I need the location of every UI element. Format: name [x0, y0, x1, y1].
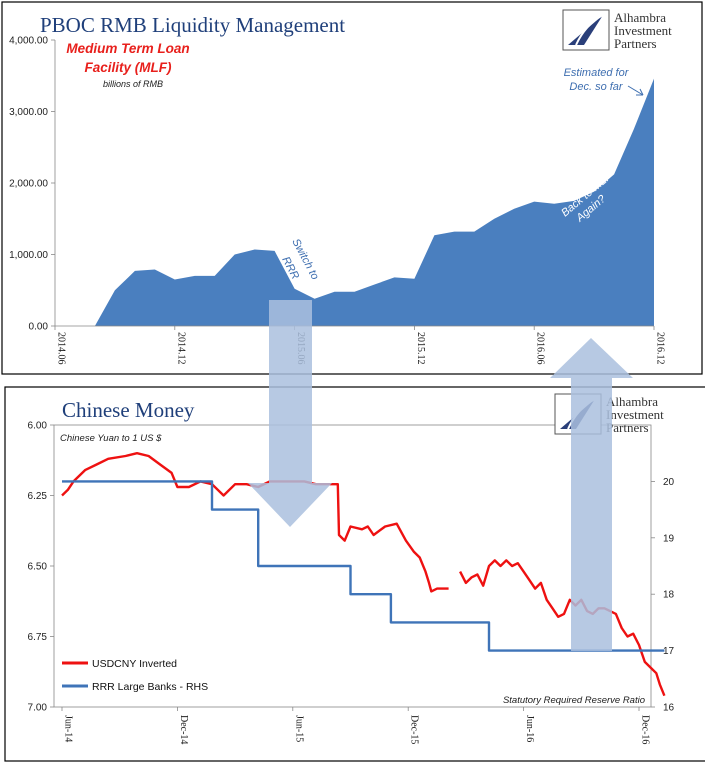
top-y-tick-label: 0.00 — [29, 322, 49, 333]
top-chart-title: PBOC RMB Liquidity Management — [40, 13, 345, 37]
top-x-tick-label: 2014.06 — [56, 332, 67, 365]
left-y-tick-label: 6.50 — [28, 562, 48, 573]
left-y-tick-label: 6.25 — [28, 491, 48, 502]
legend: USDCNY Inverted RRR Large Banks - RHS — [62, 658, 208, 693]
top-y-tick-label: 4,000.00 — [9, 36, 48, 47]
arrow-down-icon — [248, 300, 332, 527]
bottom-x-tick-label: Jun-16 — [524, 715, 535, 742]
top-subtitle-line1: Medium Term Loan — [66, 41, 189, 56]
annotation-est-a: Estimated for — [564, 67, 630, 79]
right-y-tick-label: 19 — [663, 533, 675, 544]
logo-b-line3: Partners — [606, 420, 649, 435]
annotation-est-b: Dec. so far — [569, 81, 624, 93]
legend-label-usdcny: USDCNY Inverted — [92, 658, 177, 670]
logo-line2: Investment — [614, 23, 672, 38]
top-x-tick-label: 2015.12 — [415, 332, 426, 365]
top-x-tick-label: 2016.12 — [655, 332, 666, 365]
right-y-tick-label: 18 — [663, 590, 675, 601]
legend-label-rrr: RRR Large Banks - RHS — [92, 681, 208, 693]
top-y-ticks: 0.00 1,000.00 2,000.00 3,000.00 4,000.00 — [9, 36, 55, 333]
bottom-x-tick-label: Jun-14 — [63, 715, 74, 742]
rrr-step-line — [62, 480, 665, 652]
logo-b-line2: Investment — [606, 407, 664, 422]
right-y-tick-label: 20 — [663, 477, 675, 488]
top-y-tick-label: 3,000.00 — [9, 107, 48, 118]
left-y-tick-label: 6.00 — [28, 421, 48, 432]
bottom-ticks: 6.00 6.25 6.50 6.75 7.00 16 17 18 19 20 Jun-14 Dec-… — [28, 421, 675, 745]
bottom-chart-title: Chinese Money — [62, 398, 195, 422]
bottom-subtitle: Chinese Yuan to 1 US $ — [60, 433, 162, 444]
right-y-tick-label: 16 — [663, 703, 675, 714]
top-subtitle-line2: Facility (MLF) — [85, 60, 173, 75]
bottom-footnote: Statutory Required Reserve Ratio — [503, 695, 645, 706]
top-x-tick-label: 2014.12 — [175, 332, 186, 365]
logo-top: Alhambra Investment Partners — [562, 9, 672, 51]
logo-b-line1: Alhambra — [606, 394, 658, 409]
right-y-tick-label: 17 — [663, 646, 675, 657]
arrow-up-icon — [550, 338, 633, 651]
left-y-tick-label: 6.75 — [28, 632, 48, 643]
top-unit-label: billions of RMB — [103, 79, 163, 89]
left-y-tick-label: 7.00 — [28, 703, 48, 714]
bottom-x-tick-label: Dec-16 — [640, 715, 651, 744]
top-y-tick-label: 1,000.00 — [9, 250, 48, 261]
bottom-x-tick-label: Dec-15 — [409, 715, 420, 744]
logo-line1: Alhambra — [614, 10, 666, 25]
bottom-x-tick-label: Dec-14 — [178, 715, 189, 744]
top-x-tick-label: 2016.06 — [535, 332, 546, 365]
bottom-x-tick-label: Jun-15 — [293, 715, 304, 742]
annotation-estimated: Estimated for Dec. so far — [564, 67, 644, 96]
logo-line3: Partners — [614, 36, 657, 51]
annotation-arrow-icon — [627, 85, 644, 96]
top-y-tick-label: 2,000.00 — [9, 179, 48, 190]
mlf-area-series — [55, 78, 654, 326]
